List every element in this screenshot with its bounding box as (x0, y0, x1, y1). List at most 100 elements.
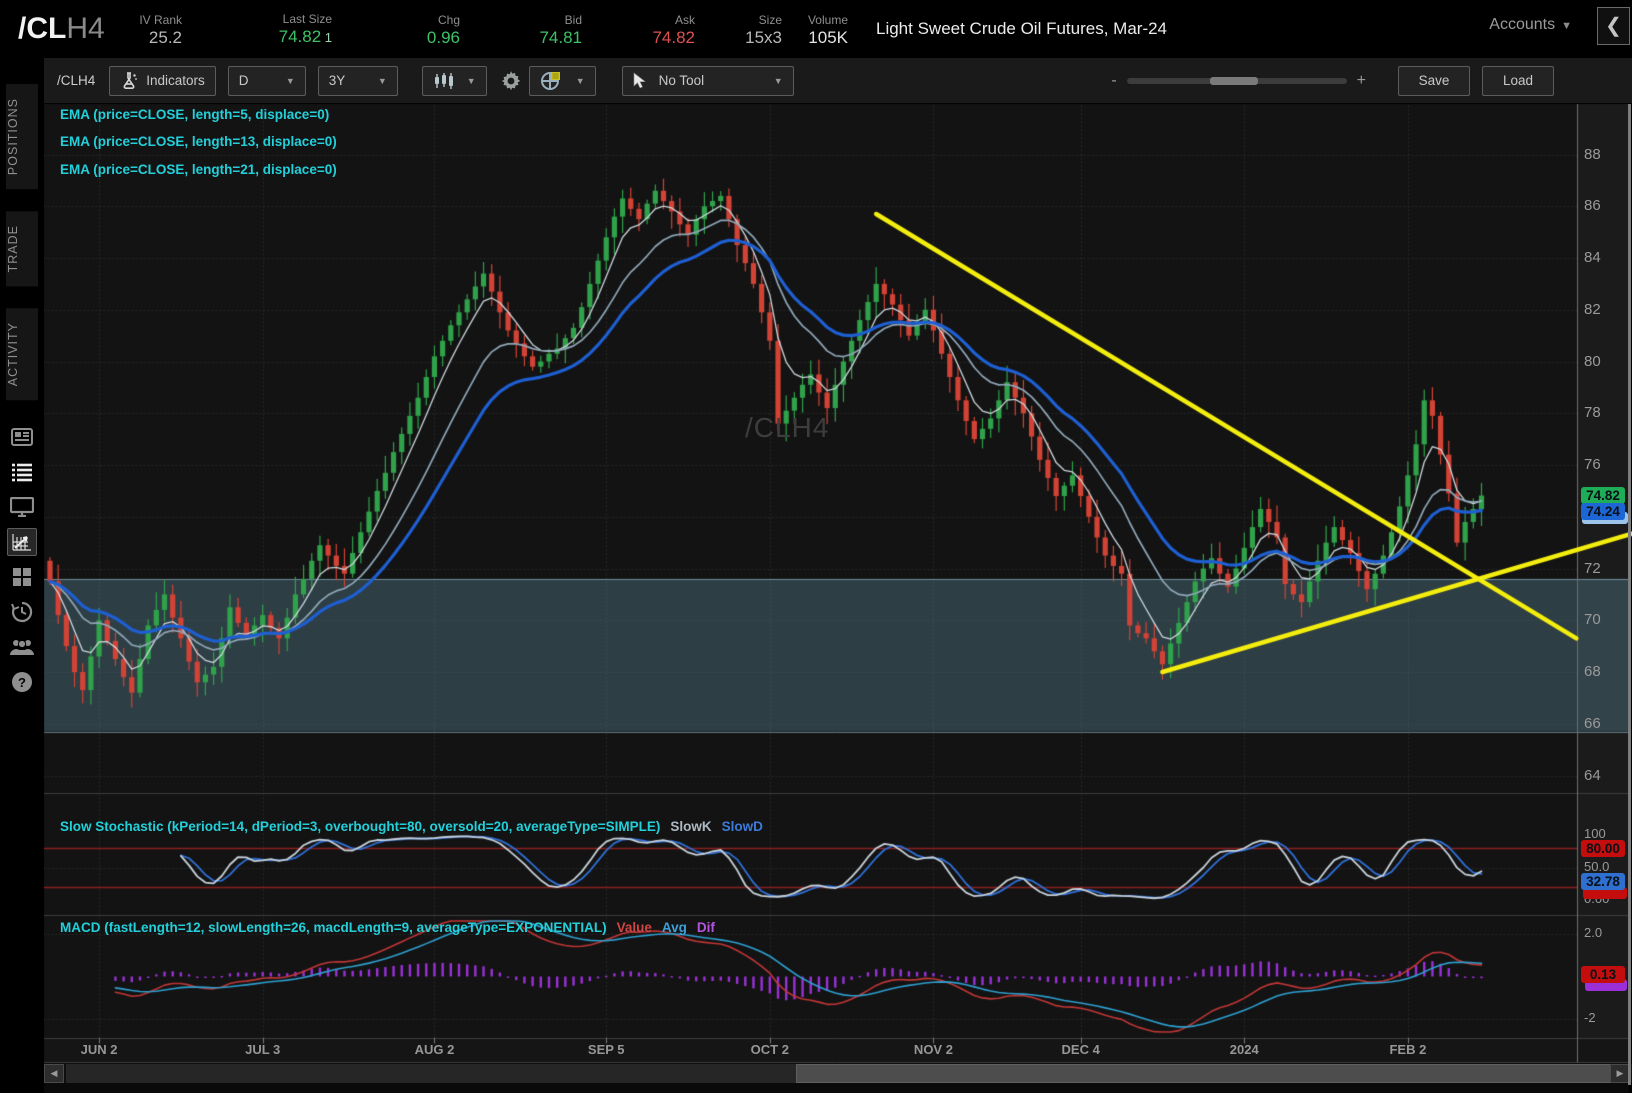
quote-field-iv-rank: IV Rank 25.2 (139, 12, 182, 47)
time-tick: JUN 2 (80, 1042, 118, 1057)
help-icon[interactable]: ? (7, 668, 37, 696)
scroll-left-button[interactable]: ◀ (44, 1064, 64, 1083)
ema21-value-badge: 74.24 (1581, 502, 1625, 520)
time-tick: DEC 4 (1061, 1042, 1100, 1057)
candlestick-icon (434, 72, 453, 89)
quote-header: /CLH4 IV Rank 25.2 Last Size 74.82 1 Chg 0.96… (0, 0, 1632, 58)
macd-study-label[interactable]: MACD (fastLength=12, slowLength=26, macd… (60, 920, 715, 935)
macd-tick: -2 (1584, 1010, 1596, 1025)
time-tick: JUL 3 (245, 1042, 281, 1057)
time-tick: FEB 2 (1389, 1042, 1427, 1057)
stoch-overbought-badge: 80.00 (1581, 840, 1625, 857)
flask-icon (123, 72, 138, 89)
symbol-watermark: /CLH4 (745, 412, 830, 443)
time-tick: OCT 2 (750, 1042, 789, 1057)
chevron-down-icon: ▼ (1561, 20, 1572, 32)
chevron-down-icon: ▼ (377, 75, 387, 86)
history-icon[interactable] (7, 598, 37, 626)
slowk-legend: SlowK (670, 819, 712, 834)
price-tick: 70 (1584, 611, 1601, 629)
price-tick: 80 (1584, 352, 1601, 370)
zoom-slider[interactable] (1126, 76, 1347, 85)
ema5-study-label[interactable]: EMA (price=CLOSE, length=5, displace=0) (60, 107, 330, 122)
price-tick: 78 (1584, 404, 1601, 422)
sidebar-tab-trade[interactable]: TRADE (6, 211, 38, 287)
list-icon[interactable] (7, 458, 37, 486)
zoom-out-button[interactable]: - (1111, 71, 1117, 89)
collapse-panel-button[interactable]: ❮ (1597, 7, 1630, 45)
price-tick: 86 (1584, 197, 1601, 215)
macd-avg-legend: Avg (661, 920, 687, 935)
time-tick: SEP 5 (587, 1042, 625, 1057)
chart-icon[interactable] (7, 527, 37, 556)
chevron-down-icon: ▼ (285, 75, 295, 86)
macd-diff-legend: Dif (696, 920, 715, 935)
zoom-in-button[interactable]: + (1356, 71, 1366, 89)
quote-field-size: Size 15x3 (745, 12, 782, 47)
price-tick: 88 (1584, 145, 1601, 163)
chart-type-dropdown[interactable]: ▼ (421, 65, 487, 96)
news-icon[interactable] (7, 423, 37, 451)
last-price-badge: 74.82 (1581, 486, 1625, 504)
scrollbar-track[interactable] (66, 1064, 1624, 1083)
sidebar-tab-positions[interactable]: POSITIONS (6, 84, 38, 190)
quote-field-last-size: Last Size 74.82 1 (278, 12, 332, 46)
active-tool-dropdown[interactable]: No Tool ▼ (621, 65, 794, 96)
quote-field-ask: Ask 74.82 (652, 12, 695, 47)
zoom-control: - + (1101, 72, 1376, 90)
stoch-tick: 50.0 (1584, 858, 1610, 874)
range-dropdown[interactable]: 3Y ▼ (317, 65, 398, 96)
stoch-tick: 100 (1584, 826, 1606, 841)
svg-text:?: ? (18, 675, 26, 690)
symbol-title: /CLH4 (18, 12, 105, 45)
stochastic-study-label[interactable]: Slow Stochastic (kPeriod=14, dPeriod=3, … (60, 819, 763, 834)
settings-gear-icon[interactable] (501, 70, 521, 91)
quote-fields: IV Rank 25.2 Last Size 74.82 1 Chg 0.96 Bid 74.… (112, 10, 848, 48)
cursor-icon (633, 72, 646, 89)
people-icon[interactable] (7, 633, 37, 661)
price-tick: 76 (1584, 456, 1601, 473)
quote-field-chg: Chg 0.96 (426, 12, 460, 47)
macd-value-legend: Value (616, 920, 652, 935)
zoom-slider-thumb[interactable] (1210, 76, 1259, 85)
price-tick: 66 (1584, 714, 1601, 732)
drawing-tools-dropdown[interactable]: ▼ (528, 65, 596, 96)
save-button[interactable]: Save (1398, 65, 1470, 96)
ema21-study-label[interactable]: EMA (price=CLOSE, length=21, displace=0) (60, 162, 337, 177)
sidebar-tab-activity[interactable]: ACTIVITY (6, 308, 38, 401)
accounts-dropdown[interactable]: Accounts ▼ (1489, 16, 1572, 33)
time-tick: 2024 (1229, 1042, 1259, 1057)
load-button[interactable]: Load (1482, 65, 1554, 96)
price-tick: 72 (1584, 559, 1601, 577)
chevron-down-icon: ▼ (575, 75, 585, 86)
ema13-study-label[interactable]: EMA (price=CLOSE, length=13, displace=0) (60, 134, 337, 149)
quote-field-bid: Bid 74.81 (539, 12, 582, 47)
macd-value-badge: 0.13 (1581, 965, 1625, 983)
quote-field-volume: Volume 105K (807, 12, 848, 47)
horizontal-scrollbar[interactable]: ◀ ▶ (44, 1064, 1632, 1083)
price-tick: 68 (1584, 663, 1601, 680)
time-tick: AUG 2 (414, 1042, 455, 1057)
sidebar-icons: ? (0, 423, 44, 696)
stoch-oversold-badge-sliver (1583, 886, 1627, 899)
grid-icon[interactable] (7, 563, 37, 591)
toolbar-symbol-label: /CLH4 (57, 73, 96, 88)
chart-toolbar: /CLH4 Indicators D ▼ 3Y ▼ ▼ ▼ No Tool ▼ - … (44, 58, 1632, 104)
indicators-button[interactable]: Indicators (109, 65, 216, 96)
chevron-down-icon: ▼ (466, 75, 476, 86)
price-tick: 64 (1584, 766, 1601, 784)
stoch-slowd-badge: 32.78 (1581, 872, 1625, 890)
scroll-right-button[interactable]: ▶ (1610, 1064, 1630, 1083)
timeframe-dropdown[interactable]: D ▼ (227, 65, 306, 96)
chevron-down-icon: ▼ (773, 75, 783, 86)
price-tick: 84 (1584, 249, 1601, 266)
time-tick: NOV 2 (913, 1042, 953, 1057)
price-tick: 82 (1584, 300, 1601, 318)
scrollbar-thumb[interactable] (796, 1064, 1624, 1083)
monitor-icon[interactable] (7, 493, 37, 521)
left-sidebar: POSITIONS TRADE ACTIVITY (0, 58, 44, 1093)
panel-splitter[interactable] (1628, 104, 1631, 1085)
sidebar-tabs: POSITIONS TRADE ACTIVITY (0, 58, 44, 401)
